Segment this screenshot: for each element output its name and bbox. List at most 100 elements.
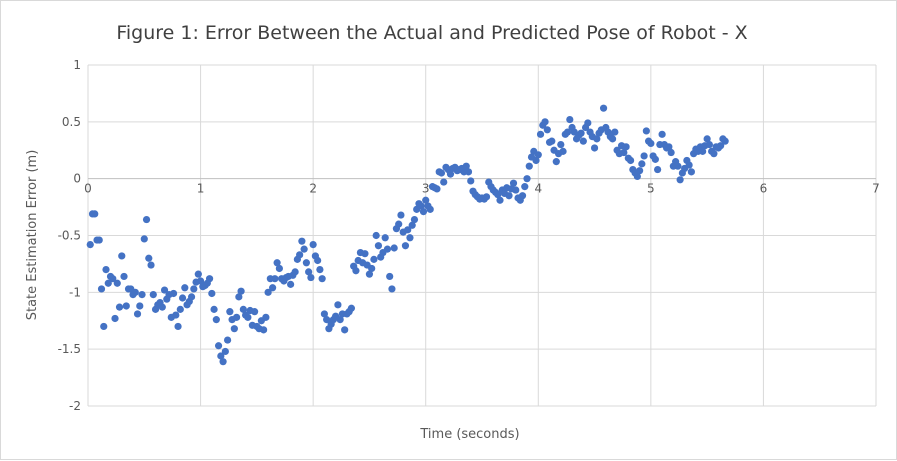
data-point xyxy=(145,254,153,262)
data-point xyxy=(710,150,718,158)
data-point xyxy=(271,275,279,283)
data-point xyxy=(307,273,315,282)
data-point xyxy=(260,326,268,334)
y-tick-label: 0 xyxy=(73,172,81,186)
data-point xyxy=(214,342,223,350)
data-point xyxy=(386,272,394,281)
data-point xyxy=(314,256,322,265)
data-point xyxy=(590,144,599,152)
chart-title: Figure 1: Error Between the Actual and P… xyxy=(116,22,747,44)
y-axis-title: State Estimation Error (m) xyxy=(25,150,40,321)
data-point xyxy=(687,168,695,176)
data-point xyxy=(372,231,380,240)
data-point xyxy=(138,291,146,299)
data-point xyxy=(505,192,513,200)
data-point xyxy=(440,178,448,186)
data-point xyxy=(226,308,234,316)
data-point xyxy=(408,221,416,229)
data-point xyxy=(194,270,202,278)
data-point xyxy=(235,293,243,301)
data-point xyxy=(566,115,574,124)
x-tick-label: 2 xyxy=(309,182,317,196)
data-point xyxy=(95,236,103,244)
y-tick-label: 0.5 xyxy=(62,115,81,129)
data-point xyxy=(133,310,142,318)
data-point xyxy=(642,127,650,135)
data-point xyxy=(685,161,693,169)
data-point xyxy=(705,140,713,149)
data-point xyxy=(563,128,572,136)
data-point xyxy=(316,266,324,274)
data-point xyxy=(388,285,396,293)
data-point xyxy=(109,275,117,283)
data-point xyxy=(347,304,356,312)
data-point xyxy=(640,152,648,160)
data-point xyxy=(118,252,126,260)
data-point xyxy=(205,275,214,283)
data-point xyxy=(593,135,601,143)
data-point xyxy=(115,303,124,311)
data-point xyxy=(437,169,446,177)
x-tick-label: 1 xyxy=(197,182,205,196)
data-point xyxy=(264,288,272,296)
data-point xyxy=(584,119,592,127)
data-point xyxy=(147,261,155,269)
data-point xyxy=(462,162,470,170)
data-point xyxy=(140,235,148,243)
data-point xyxy=(275,264,283,273)
data-point xyxy=(543,126,551,134)
data-point xyxy=(174,322,182,331)
data-point xyxy=(658,130,666,138)
x-tick-label: 5 xyxy=(647,182,655,196)
data-point xyxy=(287,280,295,288)
data-point xyxy=(525,162,533,170)
data-point xyxy=(532,156,540,165)
data-point xyxy=(97,285,106,293)
data-point xyxy=(552,158,560,166)
data-point xyxy=(91,210,99,218)
y-tick-label: -2 xyxy=(69,399,81,413)
data-point xyxy=(239,305,247,313)
data-point xyxy=(208,289,216,298)
data-point xyxy=(111,314,119,323)
data-point xyxy=(557,140,565,149)
data-point xyxy=(717,142,725,150)
data-point xyxy=(190,285,198,293)
data-point xyxy=(120,272,128,281)
data-point xyxy=(622,143,630,151)
data-point xyxy=(223,336,232,344)
data-point xyxy=(699,147,707,155)
data-point xyxy=(298,237,306,245)
data-point xyxy=(636,167,644,175)
data-point xyxy=(467,177,475,185)
data-point xyxy=(269,284,277,292)
data-point xyxy=(647,139,655,148)
data-point xyxy=(654,165,662,174)
data-point xyxy=(361,250,369,258)
data-point xyxy=(309,240,317,249)
data-point xyxy=(397,211,405,219)
data-point xyxy=(381,234,389,242)
data-point xyxy=(410,215,419,224)
data-points xyxy=(86,104,729,366)
data-point xyxy=(136,302,144,310)
data-point xyxy=(626,156,635,165)
data-point xyxy=(611,128,619,136)
data-point xyxy=(426,205,434,213)
data-point xyxy=(374,242,383,250)
data-point xyxy=(219,358,227,366)
data-point xyxy=(548,137,556,145)
data-point xyxy=(577,129,585,137)
data-point xyxy=(417,202,425,210)
data-point xyxy=(703,135,711,143)
y-tick-label: -1.5 xyxy=(58,342,81,356)
x-tick-label: 3 xyxy=(422,182,430,196)
x-tick-label: 7 xyxy=(872,182,880,196)
data-point xyxy=(104,279,112,287)
data-point xyxy=(541,118,549,126)
data-point xyxy=(665,143,673,151)
data-point xyxy=(318,275,326,283)
data-point xyxy=(244,313,252,321)
data-point xyxy=(158,303,166,311)
data-point xyxy=(365,270,374,278)
